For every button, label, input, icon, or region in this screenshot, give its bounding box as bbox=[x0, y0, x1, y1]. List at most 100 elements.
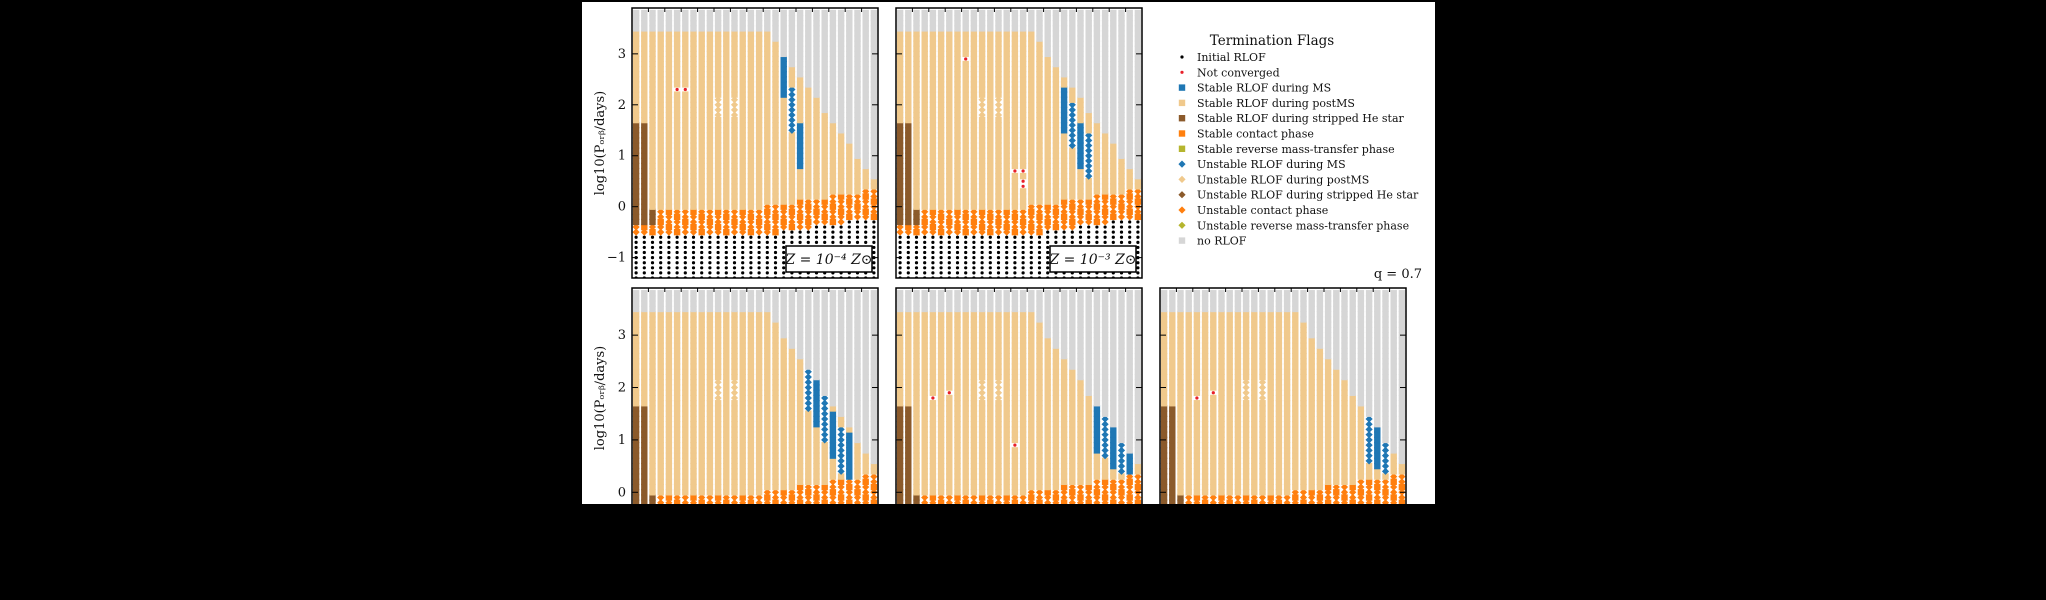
grid-point bbox=[1069, 71, 1076, 78]
grid-point bbox=[854, 290, 861, 297]
grid-point bbox=[764, 415, 771, 423]
grid-point bbox=[962, 426, 969, 433]
grid-point bbox=[921, 132, 928, 139]
grid-point bbox=[1085, 178, 1092, 185]
grid-point bbox=[921, 30, 928, 37]
grid-point bbox=[896, 111, 904, 119]
grid-point bbox=[788, 305, 796, 313]
grid-point bbox=[837, 436, 845, 444]
grid-point bbox=[896, 157, 904, 165]
grid-point bbox=[649, 147, 656, 154]
grid-point bbox=[1069, 96, 1076, 103]
grid-point bbox=[657, 183, 664, 190]
grid-point bbox=[772, 193, 779, 200]
grid-point bbox=[706, 457, 714, 465]
grid-point bbox=[764, 65, 771, 73]
grid-point bbox=[813, 405, 820, 412]
grid-point bbox=[657, 363, 664, 370]
grid-point bbox=[962, 14, 969, 22]
grid-point bbox=[1036, 147, 1043, 154]
grid-point bbox=[706, 40, 714, 47]
grid-point bbox=[739, 162, 746, 170]
grid-point bbox=[706, 326, 714, 334]
grid-point bbox=[714, 25, 722, 32]
grid-point bbox=[1134, 157, 1142, 165]
grid-point bbox=[731, 300, 738, 307]
grid-point bbox=[682, 76, 689, 83]
grid-point bbox=[1103, 240, 1107, 244]
grid-point bbox=[837, 446, 845, 454]
grid-point bbox=[937, 101, 945, 108]
grid-point bbox=[962, 193, 969, 200]
grid-point bbox=[978, 483, 986, 491]
grid-point bbox=[970, 358, 978, 365]
grid-point bbox=[772, 352, 779, 360]
grid-point bbox=[673, 321, 681, 328]
grid-point bbox=[970, 25, 978, 32]
grid-point bbox=[780, 25, 787, 32]
grid-point bbox=[1011, 162, 1019, 170]
grid-point bbox=[632, 96, 640, 103]
grid-point bbox=[962, 321, 969, 328]
grid-point bbox=[946, 50, 953, 58]
grid-point bbox=[649, 50, 656, 58]
grid-point bbox=[1046, 271, 1050, 275]
grid-point bbox=[921, 290, 928, 297]
grid-point bbox=[846, 368, 853, 376]
grid-point bbox=[996, 240, 1001, 244]
grid-point bbox=[683, 235, 687, 239]
grid-point bbox=[764, 162, 771, 170]
grid-point bbox=[755, 420, 763, 428]
grid-point bbox=[755, 76, 763, 83]
grid-point bbox=[731, 157, 738, 165]
grid-point bbox=[1011, 208, 1019, 216]
grid-point bbox=[706, 45, 714, 52]
grid-point bbox=[788, 352, 796, 360]
grid-point bbox=[649, 305, 656, 313]
grid-point bbox=[796, 178, 804, 185]
grid-point bbox=[921, 198, 928, 205]
grid-point bbox=[723, 162, 730, 170]
grid-point bbox=[788, 394, 796, 402]
grid-point bbox=[946, 352, 953, 360]
grid-point bbox=[657, 493, 665, 502]
grid-point bbox=[747, 405, 755, 412]
grid-point bbox=[1044, 25, 1051, 32]
grid-point bbox=[673, 121, 681, 129]
grid-point bbox=[945, 228, 953, 236]
grid-point bbox=[821, 488, 829, 496]
grid-point bbox=[862, 368, 869, 376]
grid-point bbox=[747, 91, 755, 98]
grid-point bbox=[698, 228, 705, 236]
grid-point bbox=[929, 30, 937, 37]
grid-point bbox=[755, 478, 763, 486]
grid-point bbox=[649, 290, 656, 297]
grid-point bbox=[755, 321, 763, 328]
grid-point bbox=[987, 81, 994, 88]
grid-point bbox=[962, 473, 969, 480]
grid-point bbox=[690, 76, 697, 83]
grid-point bbox=[788, 368, 796, 376]
grid-point bbox=[995, 76, 1002, 83]
grid-point bbox=[1101, 35, 1109, 42]
grid-point bbox=[862, 25, 869, 32]
grid-point bbox=[632, 183, 640, 190]
grid-point bbox=[649, 300, 656, 307]
grid-point bbox=[995, 14, 1002, 22]
grid-point bbox=[731, 441, 738, 449]
grid-point bbox=[929, 208, 937, 215]
grid-point bbox=[682, 441, 689, 449]
grid-point bbox=[1069, 65, 1076, 73]
grid-point bbox=[1111, 220, 1115, 224]
grid-point bbox=[755, 65, 763, 73]
grid-point bbox=[846, 14, 853, 22]
grid-point bbox=[796, 106, 804, 114]
grid-point bbox=[1118, 25, 1125, 32]
grid-point bbox=[1044, 183, 1051, 190]
grid-point bbox=[772, 228, 779, 236]
grid-point bbox=[937, 426, 945, 433]
grid-point bbox=[731, 305, 738, 313]
grid-point bbox=[714, 457, 722, 465]
grid-point bbox=[1077, 30, 1084, 37]
grid-point bbox=[821, 106, 828, 114]
